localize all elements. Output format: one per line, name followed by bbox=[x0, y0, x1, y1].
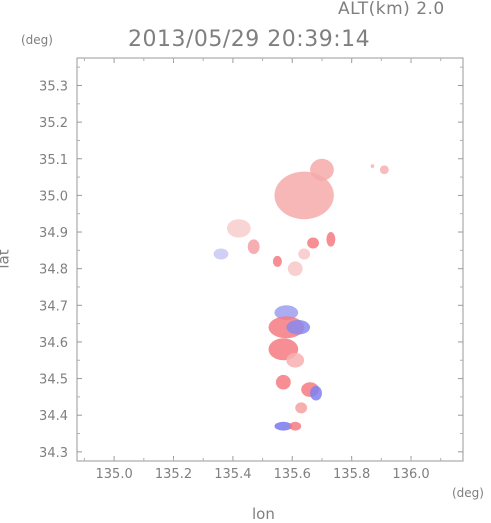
y-tick-label: 35.0 bbox=[39, 189, 68, 204]
y-tick-label: 34.3 bbox=[39, 446, 68, 461]
echo-cell bbox=[295, 402, 308, 414]
y-axis-label: lat bbox=[0, 249, 13, 269]
y-axis-unit: (deg) bbox=[21, 33, 53, 47]
echo-cell bbox=[213, 248, 229, 260]
echo-cell bbox=[298, 248, 311, 260]
echo-cell bbox=[287, 261, 303, 276]
reflectivity-layer bbox=[213, 158, 389, 431]
x-tick-label: 135.4 bbox=[214, 467, 251, 482]
y-tick-label: 35.1 bbox=[39, 153, 68, 168]
altitude-label: ALT(km) 2.0 bbox=[338, 0, 445, 19]
echo-cell bbox=[275, 374, 291, 390]
echo-cell bbox=[274, 171, 334, 220]
echo-cell bbox=[272, 255, 282, 267]
echo-cell bbox=[310, 158, 334, 181]
x-tick-label: 135.8 bbox=[333, 467, 370, 482]
x-axis-unit: (deg) bbox=[452, 486, 484, 500]
y-tick-label: 34.9 bbox=[39, 226, 68, 241]
echo-cell bbox=[370, 164, 375, 168]
echo-cell bbox=[286, 352, 305, 368]
echo-cell bbox=[274, 421, 293, 431]
timestamp-title: 2013/05/29 20:39:14 bbox=[128, 27, 371, 52]
axis-ticks: 135.0 135.2 135.4 135.6 135.8 136.0 34.3 34.4 34… bbox=[39, 58, 463, 482]
echo-cell bbox=[289, 421, 302, 431]
y-tick-label: 34.7 bbox=[39, 299, 68, 314]
echo-cell bbox=[247, 239, 260, 255]
echo-cell bbox=[310, 385, 322, 401]
x-tick-label: 135.2 bbox=[155, 467, 192, 482]
x-axis-label: lon bbox=[252, 505, 275, 523]
x-tick-label: 135.6 bbox=[274, 467, 311, 482]
echo-cell bbox=[286, 319, 311, 335]
x-tick-label: 136.0 bbox=[392, 467, 429, 482]
y-tick-label: 34.6 bbox=[39, 336, 68, 351]
y-tick-label: 34.8 bbox=[39, 263, 68, 278]
echo-cell bbox=[226, 219, 251, 238]
echo-cell bbox=[379, 165, 389, 175]
y-tick-label: 34.5 bbox=[39, 373, 68, 388]
y-tick-label: 34.4 bbox=[39, 409, 68, 424]
y-tick-label: 35.3 bbox=[39, 79, 68, 94]
echo-cell bbox=[326, 232, 336, 247]
y-tick-label: 35.2 bbox=[39, 116, 68, 131]
echo-cell bbox=[307, 237, 319, 249]
x-tick-label: 135.0 bbox=[96, 467, 133, 482]
echo-cell bbox=[274, 305, 299, 320]
plot-frame bbox=[76, 57, 464, 462]
